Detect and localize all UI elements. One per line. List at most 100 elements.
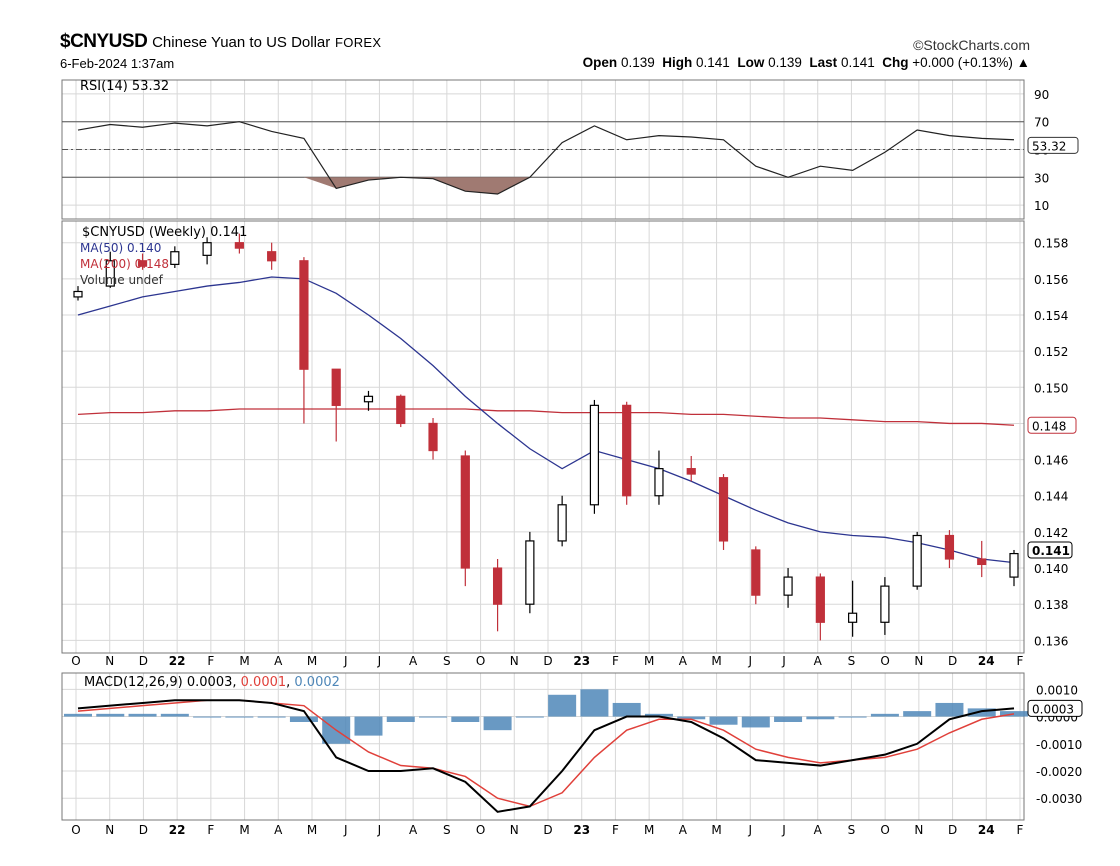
macd-title-part: , xyxy=(232,675,240,690)
price-y-tick: 0.136 xyxy=(1034,634,1068,648)
macd-histogram-bar xyxy=(386,716,415,722)
x-tick-label: N xyxy=(914,654,923,668)
x-tick-label: O xyxy=(476,654,485,668)
x-tick-label: A xyxy=(814,654,823,668)
rsi-current-box xyxy=(1027,136,1079,154)
macd-histogram-bar xyxy=(870,713,899,717)
x-tick-label: 23 xyxy=(573,823,590,837)
x-tick-label: O xyxy=(71,823,80,837)
rsi-title: RSI(14) 53.32 xyxy=(80,79,169,94)
price-y-tick: 0.154 xyxy=(1034,309,1068,323)
candle-body xyxy=(460,455,470,569)
macd-histogram-bar xyxy=(451,716,480,722)
price-current-label: 0.141 xyxy=(1032,544,1070,558)
macd-y-tick: -0.0030 xyxy=(1036,792,1082,806)
rsi-current-label: 53.32 xyxy=(1032,139,1066,153)
high-label: High xyxy=(662,55,693,70)
macd-current-label: 0.0003 xyxy=(1032,702,1074,716)
candle-body xyxy=(492,567,503,605)
candle-body xyxy=(363,395,374,403)
macd-histogram-bar xyxy=(354,716,383,736)
x-tick-label: A xyxy=(814,823,823,837)
x-tick-label: M xyxy=(239,654,249,668)
x-tick-label: 23 xyxy=(573,654,590,668)
candle-body xyxy=(686,468,696,475)
macd-histogram-bar xyxy=(225,716,254,718)
candle-body xyxy=(525,540,535,605)
x-tick-label: 24 xyxy=(978,823,995,837)
high-value: 0.141 xyxy=(696,55,730,70)
x-tick-label: M xyxy=(711,823,721,837)
x-tick-label: D xyxy=(139,654,148,668)
legend-volume: Volume undef xyxy=(80,273,164,287)
macd-histogram-bar xyxy=(903,711,932,717)
x-tick-label: M xyxy=(644,823,654,837)
x-tick-label: J xyxy=(343,823,348,837)
price-y-tick: 0.156 xyxy=(1034,273,1068,287)
panel-frame-price xyxy=(61,220,1025,654)
price-y-tick: 0.146 xyxy=(1034,454,1068,468)
candle-body xyxy=(977,558,987,566)
x-tick-label: D xyxy=(543,823,552,837)
macd-histogram-bar xyxy=(96,713,125,717)
x-tick-label: S xyxy=(848,654,856,668)
price-y-tick: 0.138 xyxy=(1034,598,1068,612)
x-tick-label: A xyxy=(409,823,418,837)
x-tick-label: J xyxy=(781,654,786,668)
macd-title-part: 0.0003 xyxy=(187,675,233,690)
x-tick-label: N xyxy=(914,823,923,837)
macd-histogram-bar xyxy=(644,713,673,717)
last-label: Last xyxy=(809,55,838,70)
macd-title-part: MACD(12,26,9) xyxy=(84,675,187,690)
candle-body xyxy=(137,260,148,267)
macd-histogram-bar xyxy=(257,716,286,718)
macd-histogram-bar xyxy=(612,702,641,717)
x-tick-label: F xyxy=(207,654,214,668)
macd-histogram-bar xyxy=(419,716,448,718)
ma50-line xyxy=(77,276,1015,564)
x-tick-label: 22 xyxy=(169,823,186,837)
x-tick-label: 24 xyxy=(978,654,995,668)
price-y-tick: 0.140 xyxy=(1034,562,1068,576)
macd-histogram-bar xyxy=(967,708,996,717)
macd-histogram-bar xyxy=(741,716,770,728)
price-y-tick: 0.144 xyxy=(1034,490,1068,504)
x-tick-label: A xyxy=(409,654,418,668)
x-tick-label: 22 xyxy=(169,654,186,668)
candle-body xyxy=(105,260,115,287)
x-tick-label: F xyxy=(207,823,214,837)
candle-body xyxy=(783,576,793,596)
candle-body xyxy=(880,585,890,623)
ma200-line xyxy=(77,408,1015,426)
panel-frame-macd xyxy=(61,672,1025,821)
macd-title-part: , xyxy=(286,675,294,690)
x-tick-label: M xyxy=(307,654,317,668)
x-tick-label: N xyxy=(510,654,519,668)
price-y-tick: 0.150 xyxy=(1034,381,1068,395)
x-tick-label: D xyxy=(948,823,957,837)
macd-histogram-bar xyxy=(548,694,577,717)
rsi-oversold-fill xyxy=(78,177,1014,194)
macd-histogram-bar xyxy=(935,702,964,717)
x-tick-label: M xyxy=(644,654,654,668)
candle-body xyxy=(912,534,922,587)
x-tick-label: S xyxy=(848,823,856,837)
macd-histogram-bar xyxy=(160,713,189,717)
chart-header-symbol: $CNYUSD Chinese Yuan to US Dollar FOREX xyxy=(60,31,381,53)
macd-current-box xyxy=(1027,699,1083,717)
x-tick-label: D xyxy=(543,654,552,668)
candle-body xyxy=(202,242,212,256)
x-tick-label: A xyxy=(679,823,688,837)
candle-body xyxy=(299,260,309,370)
rsi-y-tick: 90 xyxy=(1034,88,1049,102)
macd-histogram-bar xyxy=(193,716,222,718)
candle-body xyxy=(944,534,955,560)
x-tick-label: F xyxy=(612,654,619,668)
macd-title-part: 0.0001 xyxy=(241,675,287,690)
price-title: $CNYUSD (Weekly) 0.141 xyxy=(82,225,247,240)
price-y-tick: 0.152 xyxy=(1034,345,1068,359)
x-tick-label: S xyxy=(443,654,451,668)
ma200-current-box xyxy=(1027,416,1077,434)
candle-body xyxy=(234,242,244,249)
macd-line xyxy=(77,699,1015,813)
